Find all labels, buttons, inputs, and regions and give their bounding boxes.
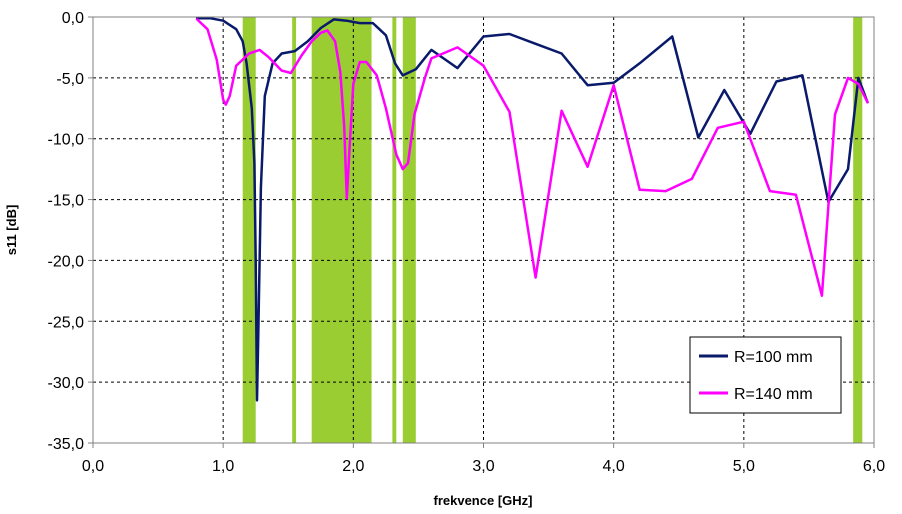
y-tick-label-6: -30,0 — [48, 375, 85, 392]
legend-label-r100: R=100 mm — [734, 349, 813, 366]
series-lines — [195, 16, 869, 402]
legend-box — [689, 336, 842, 414]
x-axis-title: frekvence [GHz] — [434, 493, 533, 508]
highlight-band-4 — [402, 17, 416, 443]
y-tick-label-4: -20,0 — [48, 253, 85, 270]
x-tick-label-3: 3,0 — [472, 458, 494, 475]
tick-labels: 0,0 1,0 2,0 3,0 4,0 5,0 6,0 0,0 -5,0 -10,0 -15,0 -2… — [48, 10, 886, 475]
highlight-band-1 — [292, 17, 297, 443]
grid-lines — [93, 17, 874, 443]
series-line-1 — [195, 18, 869, 297]
y-tick-label-0: 0,0 — [62, 10, 84, 27]
y-axis-title: s11 [dB] — [4, 205, 19, 256]
legend: R=100 mm R=140 mm — [689, 336, 842, 414]
x-tick-label-1: 1,0 — [212, 458, 234, 475]
legend-label-r140: R=140 mm — [734, 386, 813, 403]
y-tick-label-3: -15,0 — [48, 193, 85, 210]
highlight-band-3 — [392, 17, 397, 443]
x-tick-label-6: 6,0 — [863, 458, 885, 475]
x-tick-label-5: 5,0 — [733, 458, 755, 475]
y-tick-label-1: -5,0 — [56, 71, 84, 88]
highlight-band-5 — [853, 17, 863, 443]
y-tick-label-7: -35,0 — [48, 436, 85, 453]
y-tick-label-5: -25,0 — [48, 314, 85, 331]
x-tick-label-0: 0,0 — [82, 458, 104, 475]
x-tick-label-4: 4,0 — [603, 458, 625, 475]
y-tick-label-2: -10,0 — [48, 132, 85, 149]
series-line-0 — [195, 16, 869, 402]
x-tick-label-2: 2,0 — [342, 458, 364, 475]
